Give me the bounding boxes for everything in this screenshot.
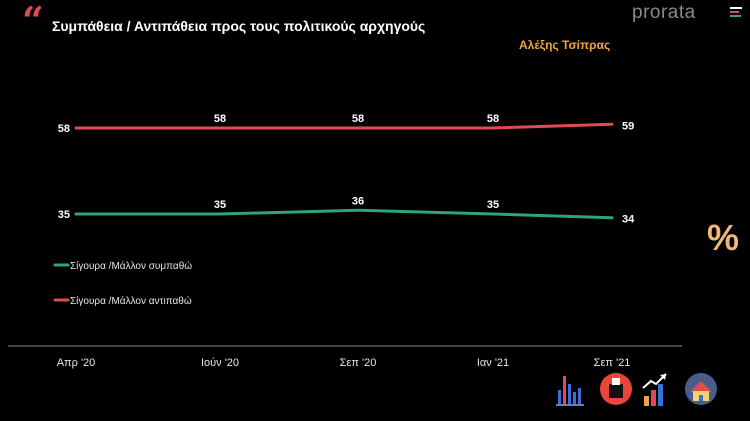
data-label: 58 [352,113,364,125]
subject-name: Αλέξης Τσίπρας [519,38,611,52]
quote-mark: “ [22,0,44,43]
x-tick-label: Απρ '20 [57,357,96,369]
footer-icons [556,373,717,406]
chart-title: Συμπάθεια / Αντιπάθεια προς τους πολιτικ… [52,18,426,34]
series-line [74,208,614,220]
series-line [74,122,614,130]
data-label: 35 [487,199,499,211]
trend-up-icon [642,373,667,406]
brand-bars-icon [730,7,742,21]
data-label: 35 [58,209,70,221]
brand-logo: prorata [632,2,696,23]
legend-label: Σίγουρα /Μάλλον συμπαθώ [70,260,192,272]
data-label: 36 [352,195,364,207]
data-label: 58 [58,123,70,135]
data-label: 34 [622,214,635,226]
data-label: 58 [214,113,226,125]
x-tick-label: Ιαν '21 [477,357,509,369]
x-tick-label: Ιούν '20 [201,357,239,369]
percent-label: % [707,217,740,258]
data-label: 35 [214,199,226,211]
house-icon [685,373,717,405]
data-label: 59 [622,120,634,132]
legend-label: Σίγουρα /Μάλλον αντιπαθώ [70,295,192,307]
x-tick-label: Σεπ '21 [594,357,631,369]
x-tick-label: Σεπ '20 [340,357,377,369]
bar-chart-icon [556,376,584,406]
data-label: 58 [487,113,499,125]
voting-box-icon [600,373,632,405]
